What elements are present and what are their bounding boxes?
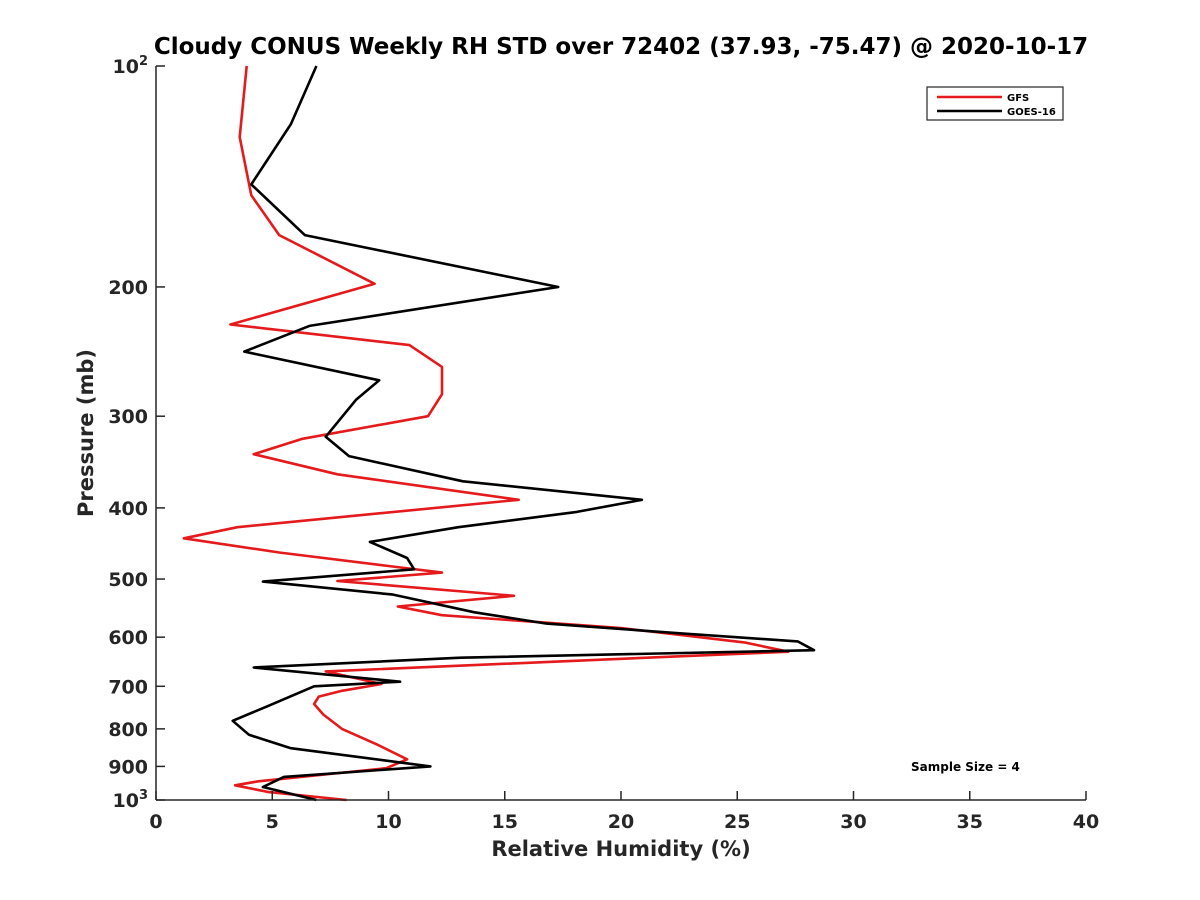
x-tick-label: 25: [724, 811, 750, 833]
series-line-gfs: [182, 65, 790, 802]
x-tick-label: 35: [957, 811, 983, 833]
legend-label-gfs: GFS: [1007, 93, 1029, 104]
plot-area: [156, 66, 1086, 800]
x-tick-label: 10: [375, 811, 401, 833]
x-tick-label: 0: [149, 811, 162, 833]
x-tick-label: 40: [1073, 811, 1099, 833]
y-tick-label: 700: [108, 676, 148, 698]
y-tick-label: 800: [108, 719, 148, 741]
y-tick-label: 200: [108, 277, 148, 299]
y-tick-label: 400: [108, 498, 148, 520]
legend-label-goes16: GOES-16: [1007, 107, 1056, 118]
x-tick-label: 30: [840, 811, 866, 833]
legend: GFS GOES-16: [926, 86, 1064, 121]
y-tick-label: 600: [108, 627, 148, 649]
y-tick-label: 900: [108, 756, 148, 778]
series-line-goes16: [231, 65, 816, 802]
x-tick-label: 20: [608, 811, 634, 833]
x-axis-ticks: 0 5 10 15 20 25 30 35 40: [149, 791, 1099, 833]
x-tick-label: 5: [266, 811, 279, 833]
x-axis-label: Relative Humidity (%): [491, 837, 750, 861]
y-tick-label: 300: [108, 406, 148, 428]
y-axis-label: Pressure (mb): [74, 349, 98, 517]
y-tick-label: 500: [108, 569, 148, 591]
sample-size-annotation: Sample Size = 4: [911, 760, 1020, 774]
chart-title: Cloudy CONUS Weekly RH STD over 72402 (3…: [154, 34, 1088, 60]
legend-box: [926, 86, 1064, 121]
series-layer: [182, 65, 816, 802]
x-tick-label: 15: [492, 811, 518, 833]
